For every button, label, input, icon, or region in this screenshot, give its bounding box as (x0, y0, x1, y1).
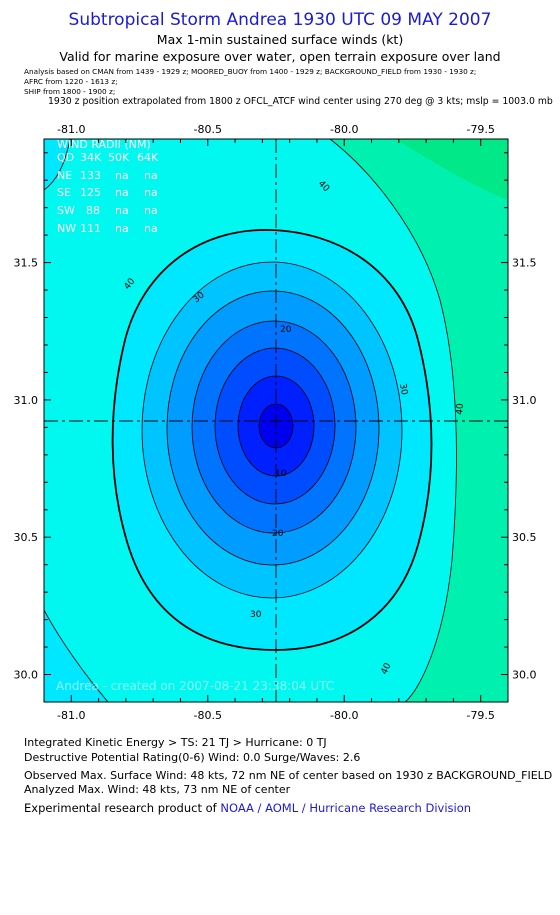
analysis-sources-line-3: SHIP from 1800 - 1900 z; (24, 87, 116, 96)
latitude-tick-label-right: 30.5 (512, 531, 537, 544)
radius-64k: na (144, 186, 158, 199)
radius-34k: 133 (80, 169, 101, 182)
longitude-tick-label-top: -80.5 (194, 123, 222, 136)
map-frame (43, 138, 509, 703)
dpr-line: Destructive Potential Rating(0-6) Wind: … (24, 751, 361, 764)
wind-radii-row: NE 133 na na (57, 169, 158, 182)
map-axes: -81.0 -81.0 -80.5 -80.5 -80.0 -80.0 -79.5 -79.5… (14, 123, 537, 722)
product-credit: Experimental research product of NOAA / … (24, 801, 471, 815)
observed-max-wind: Observed Max. Surface Wind: 48 kts, 72 n… (24, 769, 553, 782)
longitude-tick-label-bottom: -80.0 (330, 709, 358, 722)
analysis-sources-line-2: AFRC from 1220 - 1613 z; (24, 77, 118, 86)
latitude-tick-label-left: 30.5 (14, 531, 39, 544)
radius-34k: 111 (80, 222, 101, 235)
wind-radii-header-50k: 50K (108, 151, 130, 164)
longitude-tick-label-top: -79.5 (466, 123, 494, 136)
contour-label: 30 (397, 383, 409, 396)
analyzed-max-wind: Analyzed Max. Wind: 48 kts, 73 nm NE of … (24, 783, 291, 796)
validity-note: Valid for marine exposure over water, op… (59, 49, 501, 64)
map-title: Subtropical Storm Andrea 1930 UTC 09 MAY… (68, 10, 492, 30)
latitude-tick-label-left: 30.0 (14, 669, 39, 682)
wind-radii-table: WIND RADII (NM) QD 34K 50K 64K NE 133 na… (57, 138, 159, 235)
radius-50k: na (115, 204, 129, 217)
latitude-tick-label-left: 31.5 (14, 257, 39, 270)
contour-label: 20 (280, 325, 292, 335)
latitude-tick-label-right: 31.0 (512, 394, 537, 407)
wind-radii-header-qd: QD (57, 151, 74, 164)
quadrant: SE (57, 186, 71, 199)
latitude-tick-label-left: 31.0 (14, 394, 39, 407)
product-prefix: Experimental research product of (24, 801, 221, 815)
longitude-tick-label-bottom: -80.5 (194, 709, 222, 722)
contour-label: 10 (275, 469, 287, 479)
radius-50k: na (115, 222, 129, 235)
ike-line: Integrated Kinetic Energy > TS: 21 TJ > … (24, 736, 327, 749)
hrd-link[interactable]: NOAA / AOML / Hurricane Research Divisio… (220, 801, 472, 815)
contour-label: 40 (380, 661, 394, 676)
wind-field: 40 40 40 40 30 30 30 20 20 10 WIND RADII… (44, 138, 508, 702)
wind-radii-row: NW 111 na na (57, 222, 158, 235)
contour-label: 20 (272, 529, 284, 539)
latitude-tick-label-right: 31.5 (512, 257, 537, 270)
quadrant: SW (57, 204, 75, 217)
longitude-tick-label-bottom: -79.5 (466, 709, 494, 722)
contour-label: 40 (455, 403, 466, 416)
longitude-tick-label-top: -80.0 (330, 123, 358, 136)
position-note: 1930 z position extrapolated from 1800 z… (48, 96, 553, 107)
wind-radii-header-34k: 34K (80, 151, 102, 164)
radius-64k: na (144, 169, 158, 182)
radius-50k: na (115, 186, 129, 199)
radius-34k: 125 (80, 186, 101, 199)
quadrant: NE (57, 169, 72, 182)
radius-50k: na (115, 169, 129, 182)
creation-stamp: Andrea - created on 2007-08-21 23:38:04 … (56, 679, 334, 693)
longitude-tick-label-top: -81.0 (57, 123, 85, 136)
longitude-tick-label-bottom: -81.0 (57, 709, 85, 722)
radius-34k: 88 (86, 204, 100, 217)
wind-radii-title: WIND RADII (NM) (57, 138, 151, 151)
quadrant: NW (57, 222, 76, 235)
radius-64k: na (144, 222, 158, 235)
analysis-sources-line-1: Analysis based on CMAN from 1439 - 1929 … (24, 67, 477, 76)
radius-64k: na (144, 204, 158, 217)
wind-radii-header-64k: 64K (137, 151, 159, 164)
contour-label: 30 (250, 610, 262, 620)
wind-radii-row: SE 125 na na (57, 186, 158, 199)
map-subtitle: Max 1-min sustained surface winds (kt) (156, 32, 404, 47)
wind-radii-row: SW 88 na na (57, 204, 158, 217)
latitude-tick-label-right: 30.0 (512, 669, 537, 682)
